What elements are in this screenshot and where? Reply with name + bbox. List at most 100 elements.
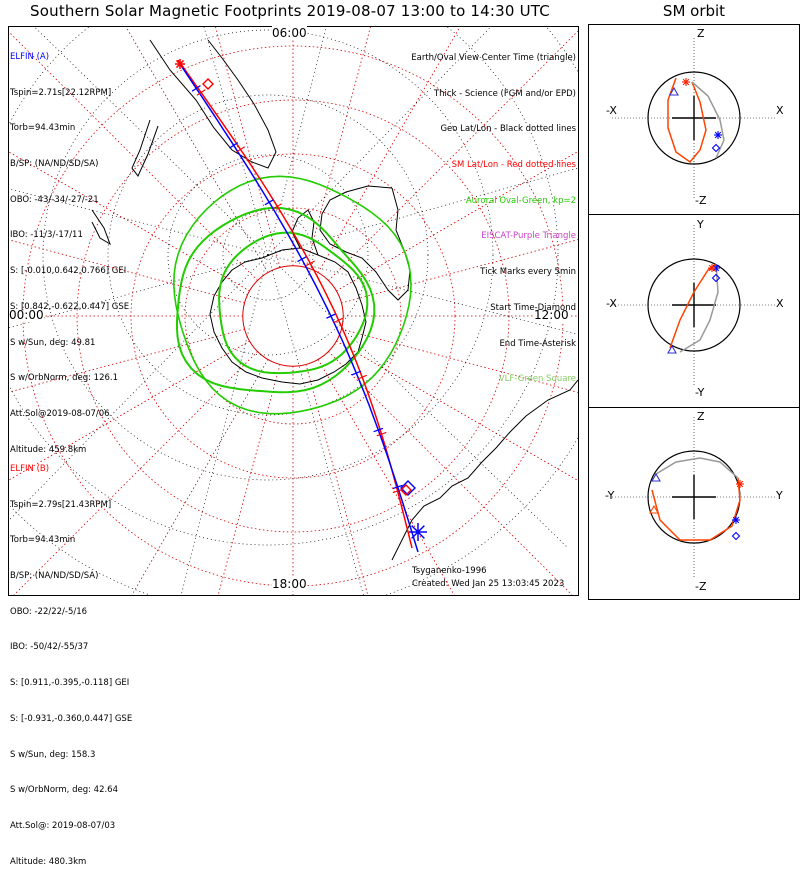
elfin-b-tick bbox=[196, 89, 206, 96]
orbit-diamond bbox=[711, 143, 721, 153]
elfin-b-start-diamond-2 bbox=[400, 484, 412, 496]
orbit-triangle bbox=[651, 472, 661, 482]
legend-item: Auroral Oval-Green, kp=2 bbox=[465, 195, 576, 206]
earth-circle bbox=[647, 258, 741, 352]
sm-mlt-spoke bbox=[9, 328, 245, 393]
elfin-a-tick bbox=[229, 142, 239, 149]
orbit-track bbox=[691, 81, 725, 159]
legend-item: VLF-Green Square bbox=[498, 374, 576, 385]
asterisk-stroke bbox=[411, 525, 425, 539]
sm-mlt-spoke bbox=[9, 151, 250, 292]
elfin-a-line: S: [0.842,-0.622,0.447] GSE bbox=[10, 301, 130, 312]
orbit-plot-3 bbox=[612, 417, 776, 577]
sm-latitude-circle bbox=[76, 99, 510, 533]
legend-item: SM Lat/Lon - Red dotted lines bbox=[451, 159, 576, 170]
sm-mlt-spoke bbox=[317, 27, 461, 273]
sm-mlt-spoke bbox=[305, 364, 369, 595]
satellite-tracks bbox=[175, 59, 427, 553]
orbit3-down-label: -Z bbox=[695, 580, 707, 593]
elfin-a-line: B/SP: (NA/ND/SD/SA) bbox=[10, 158, 99, 169]
geo-latitude-circle bbox=[42, 29, 494, 481]
elfin-a-line: Torb=94.43min bbox=[10, 123, 76, 134]
sm-latitude-circle bbox=[184, 207, 402, 425]
orbit2-left-label: -X bbox=[606, 297, 617, 310]
elfin-b-tick bbox=[236, 146, 246, 153]
legend-item: Tick Marks every 5min bbox=[480, 267, 576, 278]
elfin-b-line: S: [0.911,-0.395,-0.118] GEI bbox=[10, 678, 130, 689]
sm-mlt-spoke bbox=[131, 359, 269, 595]
elfin-a-line: IBO: -11/3/-17/11 bbox=[10, 230, 83, 241]
orbit-asterisk bbox=[736, 480, 744, 488]
elfin-a-line: Tspin=2.71s[22.12RPM] bbox=[10, 87, 112, 98]
geo-latitude-circle bbox=[107, 94, 429, 416]
elfin-b-tick bbox=[376, 431, 387, 437]
elfin-a-info: ELFIN (A) Tspin=2.71s[22.12RPM] Torb=94.… bbox=[10, 28, 129, 469]
coast-africa bbox=[149, 39, 277, 169]
sm-mlt-spoke bbox=[125, 27, 269, 273]
orbit2-right-label: X bbox=[776, 297, 784, 310]
elfin-a-line: Att.Sol@2019-08-07/06 bbox=[10, 409, 110, 419]
elfin-a-tick bbox=[392, 484, 403, 490]
elfin-b-line: S w/Sun, deg: 158.3 bbox=[10, 749, 96, 760]
elfin-b-line: B/SP: (NA/ND/SD/SA) bbox=[10, 570, 99, 581]
orbit-asterisk bbox=[682, 78, 690, 86]
elfin-b-tick bbox=[272, 203, 282, 210]
legend-item: Earth/Oval View Center Time (triangle) bbox=[411, 52, 576, 63]
elfin-b-line: IBO: -50/42/-55/37 bbox=[10, 642, 89, 653]
legend-item: Geo Lat/Lon - Black dotted lines bbox=[440, 124, 576, 135]
hour-label-left: 00:00 bbox=[9, 308, 44, 322]
asterisk-stroke bbox=[732, 516, 740, 524]
elfin-a-line: OBO: -43/-34/-27/-21 bbox=[10, 194, 99, 205]
auroral-oval bbox=[172, 175, 412, 415]
orbit-triangle bbox=[667, 344, 677, 354]
orbit-asterisk bbox=[714, 131, 722, 139]
orbit-triangle bbox=[669, 86, 679, 96]
coast-new-zealand bbox=[91, 209, 111, 246]
sm-orbit-plots bbox=[612, 38, 776, 577]
created-label: Created: Wed Jan 25 13:03:45 2023 bbox=[412, 579, 565, 589]
orbit2-down-label: -Y bbox=[695, 386, 705, 399]
orbit-diamond bbox=[731, 531, 741, 541]
elfin-a-tick bbox=[297, 256, 307, 263]
orbit-track bbox=[667, 77, 707, 164]
elfin-b-name: ELFIN (B) bbox=[10, 463, 50, 474]
legend-item: Start Time-Diamond bbox=[490, 302, 576, 313]
orbit3-right-label: Y bbox=[776, 489, 783, 502]
sm-mlt-spoke bbox=[336, 150, 578, 292]
elfin-b-line: S w/OrbNorm, deg: 42.64 bbox=[10, 785, 119, 796]
hour-label-right: 12:00 bbox=[534, 308, 569, 322]
auroral-oval-inner bbox=[218, 231, 369, 375]
sm-mlt-spoke bbox=[13, 351, 258, 595]
elfin-b-start-diamond bbox=[202, 78, 214, 90]
elfin-b-tick bbox=[357, 374, 368, 380]
orbit-triangle bbox=[649, 504, 659, 514]
elfin-a-line: S: [-0.010,0.642,0.766] GEI bbox=[10, 266, 127, 277]
elfin-a-tick bbox=[373, 427, 384, 433]
asterisk-stroke bbox=[708, 264, 716, 272]
orbit1-down-label: -Z bbox=[695, 194, 707, 207]
orbit-plot-1 bbox=[612, 38, 776, 198]
elfin-a-line: Altitude: 459.8km bbox=[10, 444, 87, 455]
elfin-b-line: Altitude: 480.3km bbox=[10, 856, 87, 867]
orbit-track bbox=[679, 263, 719, 353]
elfin-a-tick bbox=[326, 313, 336, 319]
elfin-b-line: Att.Sol@: 2019-08-07/03 bbox=[10, 821, 116, 831]
sm-mlt-spoke bbox=[9, 340, 250, 481]
legend: Earth/Oval View Center Time (triangle) T… bbox=[411, 29, 576, 398]
geo-latitude-circle bbox=[222, 209, 314, 301]
coastlines bbox=[91, 39, 578, 561]
elfin-b-line: Tspin=2.79s[21.43RPM] bbox=[10, 499, 112, 510]
geo-latitude-circle bbox=[9, 27, 559, 546]
orbit1-up-label: Z bbox=[697, 27, 705, 40]
elfin-b-line: OBO: -22/22/-5/16 bbox=[10, 606, 88, 617]
coast-south-america bbox=[391, 379, 578, 561]
asterisk-stroke bbox=[682, 78, 690, 86]
model-label: Tsyganenko-1996 bbox=[412, 566, 487, 576]
geo-latitude-circle bbox=[167, 154, 369, 356]
orbit1-right-label: X bbox=[776, 104, 784, 117]
elfin-b-tick bbox=[333, 317, 344, 323]
orbit-track bbox=[655, 457, 739, 479]
coast-madagascar bbox=[131, 119, 159, 177]
orbit3-up-label: Z bbox=[697, 410, 705, 423]
auroral-oval-outer bbox=[176, 206, 376, 394]
